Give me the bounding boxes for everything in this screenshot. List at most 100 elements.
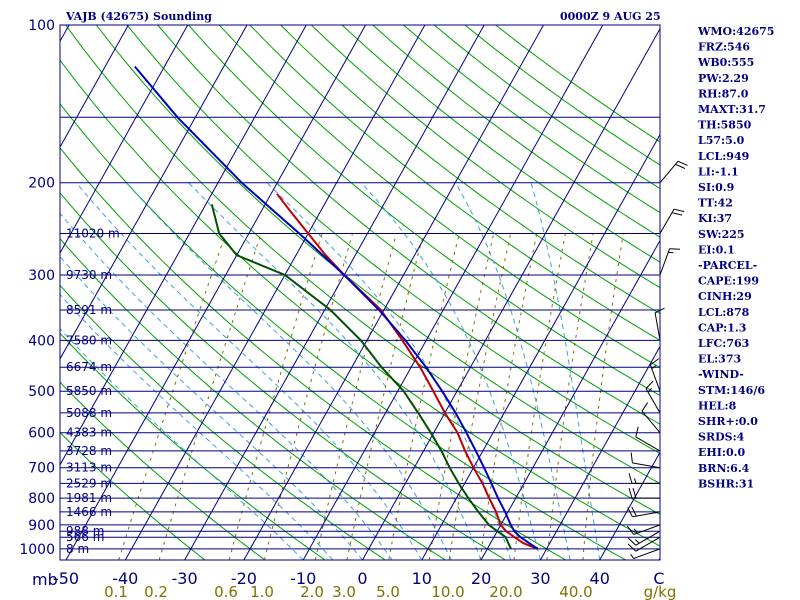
wind-barb (628, 487, 660, 499)
temperature-tick-label: 30 (530, 569, 550, 588)
wind-barb (641, 402, 661, 434)
sounding-index-value: EHI:0.0 (698, 446, 745, 459)
mixing-ratio-line (479, 233, 538, 560)
mixing-ratio-line (314, 233, 397, 560)
sounding-index-value: WMO:42675 (697, 25, 774, 38)
dry-adiabat-line (218, 25, 660, 369)
dry-adiabat-line (60, 237, 446, 560)
isotherm-line (184, 25, 485, 560)
sounding-index-value: PW:2.29 (698, 72, 749, 85)
dry-adiabat-line (60, 332, 326, 560)
mixing-ratio-line (428, 233, 495, 560)
sounding-index-value: -WIND- (698, 368, 744, 381)
pressure-tick-label: 1000 (19, 542, 55, 558)
temperature-tick-label: -10 (290, 569, 316, 588)
mixing-ratio-tick-label: 0.2 (144, 583, 168, 600)
isotherm-line (60, 25, 189, 255)
sounding-index-value: MAXT:31.7 (698, 103, 766, 116)
dry-adiabat-line (249, 25, 660, 341)
pressure-axis-labels: 100 200 300 400 500 600 700 800 900 1000 (19, 18, 55, 558)
mixing-ratio-tick-label: 1.0 (250, 583, 274, 600)
isotherm-line (302, 25, 604, 560)
temperature-axis-labels: -50 -40 -30 -20 -10 0 10 20 30 40 C (53, 569, 665, 588)
mixing-ratio-tick-label: 2.0 (300, 583, 324, 600)
height-label: 6674 m (66, 360, 112, 374)
dry-adiabat-line (280, 25, 660, 315)
wind-barb (627, 530, 661, 546)
sounding-index-value: CINH:29 (698, 290, 752, 303)
wind-barb (649, 358, 661, 392)
mixing-ratio-line (263, 233, 353, 560)
height-label: 3728 m (66, 444, 112, 458)
sounding-index-value: CAPE:199 (698, 275, 759, 288)
wind-barb (628, 473, 660, 484)
sounding-index-value: SHR+:0.0 (698, 415, 758, 428)
pressure-tick-label: 900 (28, 518, 55, 534)
wind-barb (627, 506, 661, 518)
temperature-tick-label: 20 (471, 569, 491, 588)
dry-adiabats (60, 25, 660, 560)
sounding-traces (134, 65, 539, 550)
isotherm-line (124, 25, 426, 560)
sounding-time: 0000Z 9 AUG 25 (560, 10, 661, 23)
sounding-index-value: LCL:878 (698, 306, 750, 319)
dry-adiabat-line (310, 25, 660, 289)
wind-barb (659, 208, 685, 234)
isotherm-line (362, 27, 660, 560)
mixing-ratio-tick-label: 40.0 (559, 583, 592, 600)
pressure-tick-label: 700 (28, 461, 55, 477)
moist-adiabat-line (125, 182, 452, 560)
mixing-ratio-tick-label: 10.0 (431, 583, 464, 600)
sounding-index-value: L57:5.0 (698, 134, 745, 147)
moist-adiabats (60, 182, 601, 560)
parcel-trace (134, 65, 539, 550)
isotherm-line (60, 25, 70, 43)
mixing-ratio-line (448, 233, 512, 560)
sounding-index-value: TT:42 (698, 197, 733, 210)
isotherm-line (65, 25, 367, 560)
isotherm-line (421, 133, 660, 560)
wind-barb (627, 524, 661, 535)
isotherm-line (539, 345, 660, 560)
temperature-tick-label: -30 (172, 569, 198, 588)
wind-barbs (627, 160, 688, 559)
height-label: 7580 m (66, 333, 112, 347)
pressure-tick-label: 300 (28, 268, 55, 284)
height-label: 8 m (66, 542, 89, 556)
height-label: 11020 m (66, 227, 120, 241)
temperature-tick-label: 10 (412, 569, 432, 588)
sounding-index-value: SI:0.9 (698, 181, 734, 194)
dry-adiabat-line (60, 192, 506, 560)
sounding-index-value: BSHR:31 (698, 477, 754, 490)
mixing-ratio-tick-label: 3.0 (332, 583, 356, 600)
dry-adiabat-line (60, 59, 660, 547)
wind-barb (645, 380, 661, 414)
dry-adiabat-line (60, 147, 566, 560)
sounding-index-value: BRN:6.4 (698, 462, 750, 475)
sounding-index-value: TH:5850 (698, 119, 752, 132)
temperature-tick-label: -40 (112, 569, 138, 588)
pressure-unit: mb (32, 570, 58, 589)
mixing-ratio-tick-label: 0.6 (214, 583, 238, 600)
sounding-index-value: STM:146/6 (698, 384, 765, 397)
wind-barb (630, 452, 661, 469)
sounding-index-value: SW:225 (698, 228, 745, 241)
mixing-ratio-line (346, 233, 424, 560)
dry-adiabat-line (60, 381, 266, 560)
mixing-ratio-line (513, 233, 566, 560)
sounding-index-value: SRDS:4 (698, 431, 745, 444)
height-label: 3113 m (66, 461, 112, 475)
dry-adiabat-line (65, 25, 660, 515)
moist-adiabat-line (530, 182, 601, 560)
mixing-ratio-line (582, 233, 624, 560)
sounding-index-value: LFC:763 (698, 337, 749, 350)
moist-adiabat-line (60, 212, 393, 560)
dewpoint-trace (210, 204, 512, 550)
wind-barb (659, 248, 681, 276)
mixing-ratio-line (546, 233, 594, 560)
isobars (60, 24, 660, 550)
isotherm-line (480, 239, 660, 560)
temperature-tick-label: C (653, 569, 664, 588)
mixing-ratio-tick-label: 20.0 (489, 583, 522, 600)
isotherm-line (599, 451, 660, 560)
